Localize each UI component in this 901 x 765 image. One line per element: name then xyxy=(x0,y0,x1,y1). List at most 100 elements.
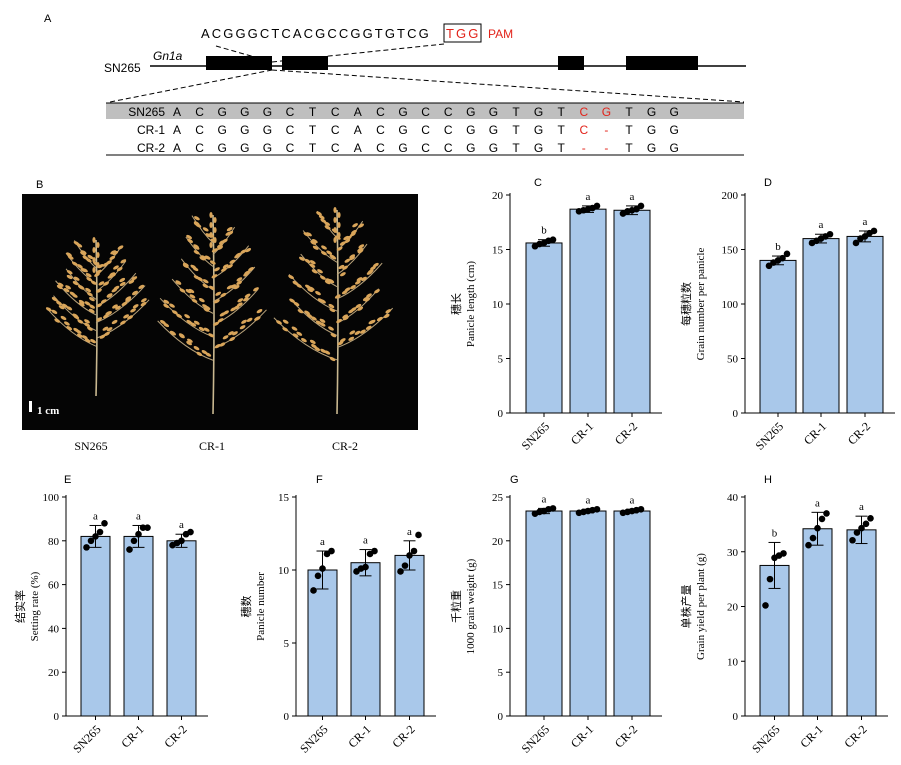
x-tick-label: CR-2 xyxy=(845,419,873,447)
grain xyxy=(90,280,97,285)
grain xyxy=(203,327,210,332)
grain xyxy=(190,264,197,269)
guide-sequence: ACGGGCTCACGCCGGTGTCG xyxy=(201,26,431,41)
grain xyxy=(344,258,351,263)
grain xyxy=(337,212,341,218)
grain xyxy=(342,265,348,270)
grain xyxy=(208,333,215,338)
grain xyxy=(229,259,236,264)
grain xyxy=(110,272,116,278)
y-tick-label: 0 xyxy=(498,408,504,420)
grain xyxy=(217,318,224,323)
grain xyxy=(106,327,113,332)
grain xyxy=(141,298,147,303)
grain xyxy=(330,333,337,338)
grain xyxy=(87,254,94,260)
y-axis-label-cn: 单株产量 xyxy=(679,585,693,629)
data-point xyxy=(549,505,557,512)
panicle-branch xyxy=(336,262,383,300)
grain xyxy=(358,223,364,228)
alignment-base: C xyxy=(331,105,340,119)
grain xyxy=(86,276,93,282)
chart-panel-g: G 0 5 10 15 20 25 千粒重 1000 grain weight (g) a SN26… xyxy=(449,474,662,756)
data-point xyxy=(766,575,774,583)
alignment-row-name: CR-1 xyxy=(137,123,165,137)
x-tick-label: CR-2 xyxy=(161,722,189,750)
x-tick-label: SN265 xyxy=(749,722,782,755)
grain xyxy=(349,330,356,335)
alignment-base: A xyxy=(173,141,181,155)
grain xyxy=(110,250,117,255)
grain xyxy=(256,308,263,314)
y-tick-label: 0 xyxy=(284,711,290,723)
grain xyxy=(357,247,363,253)
data-point xyxy=(362,563,369,571)
y-axis-label-cn: 每穗粒数 xyxy=(679,282,693,326)
grain xyxy=(311,269,318,274)
grain xyxy=(51,309,58,315)
grain xyxy=(351,229,357,235)
grain xyxy=(188,288,195,294)
data-point xyxy=(371,547,378,555)
grain xyxy=(178,333,185,338)
grain xyxy=(125,296,132,301)
alignment-base: G xyxy=(534,105,543,119)
y-axis-label: Panicle length (cm) xyxy=(465,261,477,347)
alignment-base: G xyxy=(489,123,498,137)
line-label: SN265 xyxy=(104,61,141,75)
grain xyxy=(96,303,103,308)
y-axis-label-cn: 穗数 xyxy=(240,596,253,618)
data-point xyxy=(310,587,317,594)
grain xyxy=(194,216,200,221)
grain xyxy=(316,211,322,216)
zoom-line-bottom-right xyxy=(271,69,745,103)
grain xyxy=(349,254,356,259)
y-tick-label: 20 xyxy=(727,602,739,614)
grain xyxy=(123,314,129,319)
panel-label: G xyxy=(510,474,519,486)
x-tick-label: SN265 xyxy=(297,722,330,755)
grain xyxy=(119,277,126,283)
alignment-base: A xyxy=(173,123,181,137)
significance-letter: a xyxy=(630,191,635,203)
grain xyxy=(102,326,109,331)
grain xyxy=(84,301,91,306)
alignment-base: T xyxy=(309,141,317,155)
grain xyxy=(221,267,227,272)
grain xyxy=(85,272,92,278)
x-tick-label: CR-1 xyxy=(345,722,373,750)
grain xyxy=(78,302,85,307)
y-tick-label: 40 xyxy=(48,623,60,635)
grain xyxy=(383,313,390,319)
data-point xyxy=(867,515,874,522)
grain xyxy=(350,307,357,312)
alignment-base: G xyxy=(398,105,407,119)
grain xyxy=(352,223,358,228)
grain xyxy=(333,217,337,223)
grain xyxy=(293,301,300,307)
grain xyxy=(318,214,325,220)
alignment-base: T xyxy=(512,141,520,155)
chart-panel-c: C 0 5 10 15 20 穗长 Panicle length (cm) b SN265 a CR-… xyxy=(450,177,662,453)
grain xyxy=(175,280,182,285)
y-tick-label: 0 xyxy=(733,711,739,723)
x-tick-label: CR-2 xyxy=(612,722,640,750)
grain xyxy=(120,320,126,325)
alignment-base: T xyxy=(625,141,633,155)
grain xyxy=(236,277,243,282)
grain xyxy=(96,252,100,258)
grain xyxy=(346,235,352,240)
grain xyxy=(291,326,298,331)
alignment-base: C xyxy=(421,141,430,155)
grain xyxy=(193,275,200,280)
alignment-base: G xyxy=(218,105,227,119)
plant-label-cr1: CR-1 xyxy=(199,439,225,453)
grain xyxy=(72,313,79,318)
alignment-base: G xyxy=(218,141,227,155)
grain xyxy=(339,338,346,343)
grain xyxy=(163,299,170,304)
grain xyxy=(306,232,312,237)
grain xyxy=(198,326,205,332)
bar xyxy=(123,535,154,717)
